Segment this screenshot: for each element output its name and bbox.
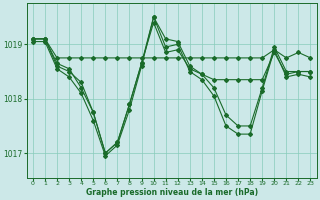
X-axis label: Graphe pression niveau de la mer (hPa): Graphe pression niveau de la mer (hPa) [86,188,258,197]
